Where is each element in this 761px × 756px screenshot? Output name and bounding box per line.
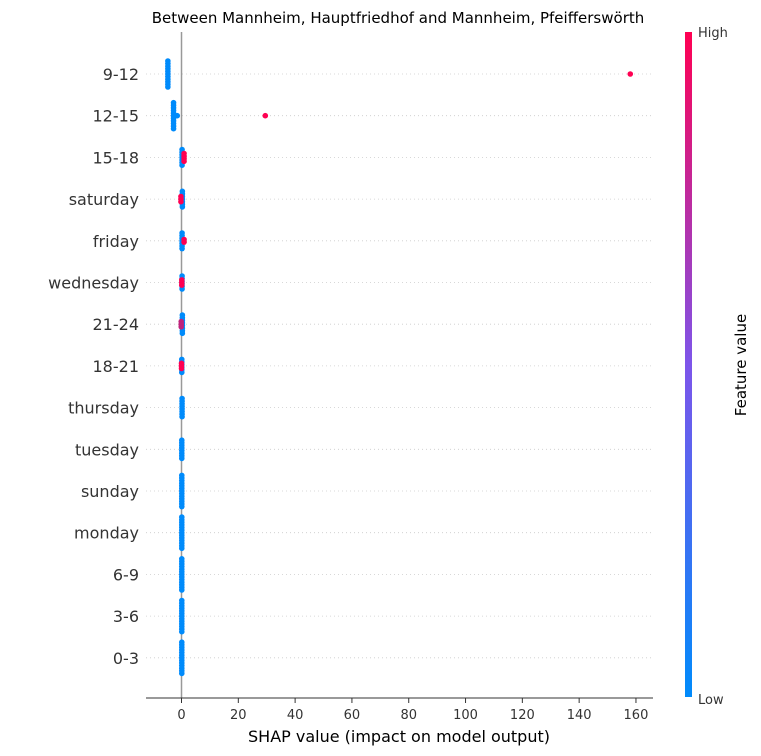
feature-label: 21-24 bbox=[93, 315, 140, 334]
shap-point bbox=[174, 112, 181, 119]
feature-label: monday bbox=[74, 524, 139, 543]
shap-point bbox=[178, 324, 185, 330]
x-tick-label: 20 bbox=[230, 708, 247, 723]
x-tick-label: 160 bbox=[624, 708, 649, 723]
feature-label: thursday bbox=[68, 399, 139, 418]
shap-point bbox=[178, 628, 185, 635]
shap-point bbox=[178, 198, 184, 205]
shap-point bbox=[181, 239, 187, 245]
x-tick-label: 140 bbox=[567, 708, 592, 723]
shap-point bbox=[179, 330, 186, 337]
colorbar-low-label: Low bbox=[698, 693, 724, 708]
feature-label: 3-6 bbox=[113, 607, 139, 626]
shap-point bbox=[178, 455, 185, 462]
x-axis-label: SHAP value (impact on model output) bbox=[248, 727, 550, 746]
x-tick-label: 120 bbox=[510, 708, 535, 723]
shap-point bbox=[179, 204, 186, 210]
shap-point bbox=[178, 503, 185, 510]
shap-point bbox=[178, 282, 185, 288]
shap-point bbox=[262, 112, 269, 119]
feature-label: sunday bbox=[81, 482, 139, 501]
shap-point bbox=[181, 158, 187, 165]
shap-point bbox=[179, 245, 185, 252]
colorbar-high-label: High bbox=[698, 26, 728, 41]
x-tick-label: 100 bbox=[453, 708, 478, 723]
x-tick-label: 80 bbox=[400, 708, 417, 723]
feature-label: 6-9 bbox=[113, 565, 139, 584]
data-points bbox=[165, 58, 634, 677]
colorbar bbox=[685, 32, 692, 697]
colorbar-title: Feature value bbox=[732, 314, 750, 416]
shap-point bbox=[178, 670, 185, 677]
shap-point bbox=[178, 587, 185, 593]
feature-label: 15-18 bbox=[93, 148, 140, 167]
feature-label: tuesday bbox=[75, 440, 139, 459]
feature-label: 18-21 bbox=[93, 357, 140, 376]
feature-label: 9-12 bbox=[103, 65, 139, 84]
feature-label: 12-15 bbox=[93, 107, 140, 126]
x-axis-ticks: 0 20 40 60 80 100 120 140 160 bbox=[177, 698, 648, 723]
feature-label: wednesday bbox=[48, 274, 139, 293]
x-tick-label: 0 bbox=[177, 708, 185, 723]
row-gridlines bbox=[146, 73, 653, 659]
feature-label: 0-3 bbox=[113, 649, 139, 668]
feature-label: friday bbox=[93, 232, 139, 251]
chart-title: Between Mannheim, Hauptfriedhof and Mann… bbox=[152, 9, 645, 27]
feature-labels: 9-12 12-15 15-18 saturday friday wednesday 21-… bbox=[48, 65, 139, 668]
x-tick-label: 60 bbox=[344, 708, 361, 723]
shap-point bbox=[170, 125, 177, 132]
shap-point bbox=[178, 365, 185, 372]
shap-point bbox=[165, 84, 171, 90]
feature-label: saturday bbox=[69, 190, 139, 209]
x-tick-label: 40 bbox=[287, 708, 304, 723]
shap-point bbox=[627, 71, 634, 77]
shap-point bbox=[178, 545, 185, 552]
shap-point bbox=[179, 413, 185, 420]
